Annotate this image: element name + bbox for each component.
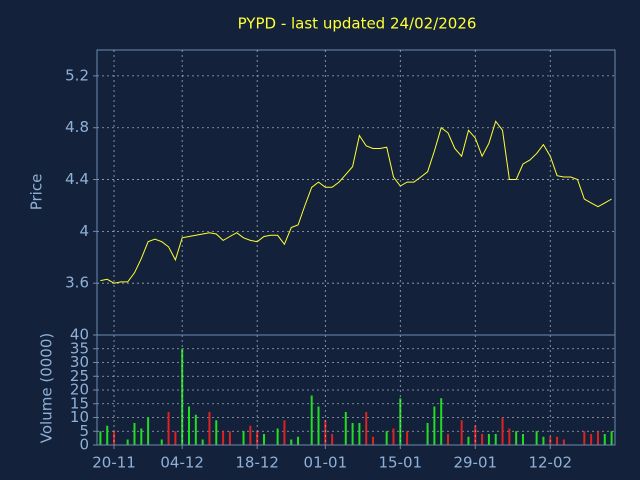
volume-bar <box>590 434 593 445</box>
volume-bar <box>385 431 388 445</box>
y-tick-label: 20 <box>70 381 89 399</box>
volume-bar <box>562 439 565 445</box>
y-tick-label: 15 <box>70 394 89 412</box>
volume-bar <box>167 412 170 445</box>
y-tick-label: 4 <box>79 222 89 240</box>
volume-bar <box>460 420 463 445</box>
x-tick-label: 18-12 <box>235 454 279 472</box>
volume-bar <box>113 431 116 445</box>
volume-bar <box>583 431 586 445</box>
volume-bar <box>201 439 204 445</box>
y-tick-label: 0 <box>79 436 89 454</box>
volume-bar <box>140 428 143 445</box>
volume-bar <box>467 436 470 445</box>
x-tick-label: 29-01 <box>453 454 497 472</box>
volume-bar <box>372 436 375 445</box>
volume-bar <box>310 395 313 445</box>
plot-frame <box>96 334 616 446</box>
y-tick-label: 10 <box>70 408 89 426</box>
y-tick-label: 4.4 <box>65 170 89 188</box>
volume-axis-label: Volume (0000) <box>38 333 56 443</box>
volume-bar <box>358 423 361 445</box>
price-axis-label: Price <box>28 174 46 211</box>
x-tick-label: 01-01 <box>304 454 348 472</box>
volume-bar <box>276 428 279 445</box>
volume-bar <box>351 423 354 445</box>
x-tick-label: 15-01 <box>379 454 423 472</box>
price-line <box>100 120 612 284</box>
y-tick-label: 35 <box>70 339 89 357</box>
volume-bar <box>447 434 450 445</box>
chart-title: PYPD - last updated 24/02/2026 <box>238 15 477 33</box>
volume-bar <box>215 420 218 445</box>
volume-bar <box>535 431 538 445</box>
volume-bar <box>222 431 225 445</box>
volume-bar <box>440 398 443 445</box>
volume-bar <box>262 434 265 445</box>
x-tick-label: 12-02 <box>528 454 572 472</box>
volume-bar <box>508 428 511 445</box>
volume-bar <box>603 434 606 445</box>
y-tick-label: 30 <box>70 353 89 371</box>
volume-bar <box>501 417 504 445</box>
volume-bar <box>596 431 599 445</box>
y-tick-label: 25 <box>70 367 89 385</box>
y-tick-label: 5 <box>79 422 89 440</box>
y-tick-label: 40 <box>70 326 89 344</box>
volume-bar <box>188 406 191 445</box>
y-tick-label: 4.8 <box>65 118 89 136</box>
volume-bar <box>147 417 150 445</box>
volume-bar <box>256 431 259 445</box>
volume-bar <box>228 431 231 445</box>
volume-bar <box>99 431 102 445</box>
volume-bar <box>317 406 320 445</box>
volume-bar <box>344 412 347 445</box>
volume-bar <box>283 420 286 445</box>
volume-bar <box>297 436 300 445</box>
volume-bar <box>194 414 197 445</box>
volume-bar <box>542 436 545 445</box>
volume-bar <box>249 425 252 445</box>
volume-bar <box>610 431 613 445</box>
volume-bar <box>106 425 109 445</box>
volume-bar <box>494 434 497 445</box>
x-tick-label: 20-11 <box>92 454 136 472</box>
volume-bar <box>392 428 395 445</box>
volume-bar <box>331 434 334 445</box>
volume-bar <box>521 434 524 445</box>
volume-bar <box>174 431 177 445</box>
volume-bar <box>556 436 559 445</box>
volume-bar <box>133 423 136 445</box>
volume-bar <box>406 431 409 445</box>
y-tick-label: 3.6 <box>65 274 89 292</box>
volume-bar <box>426 423 429 445</box>
volume-bar <box>487 434 490 445</box>
x-tick-label: 04-12 <box>160 454 204 472</box>
volume-bar <box>242 431 245 445</box>
volume-bar <box>433 406 436 445</box>
volume-bar <box>290 439 293 445</box>
volume-bar <box>324 420 327 445</box>
volume-bar <box>160 439 163 445</box>
volume-bar <box>126 439 129 445</box>
volume-bar <box>515 431 518 445</box>
volume-bar <box>481 434 484 445</box>
volume-bar <box>208 412 211 445</box>
volume-bar <box>365 412 368 445</box>
y-tick-label: 5.2 <box>65 66 89 84</box>
